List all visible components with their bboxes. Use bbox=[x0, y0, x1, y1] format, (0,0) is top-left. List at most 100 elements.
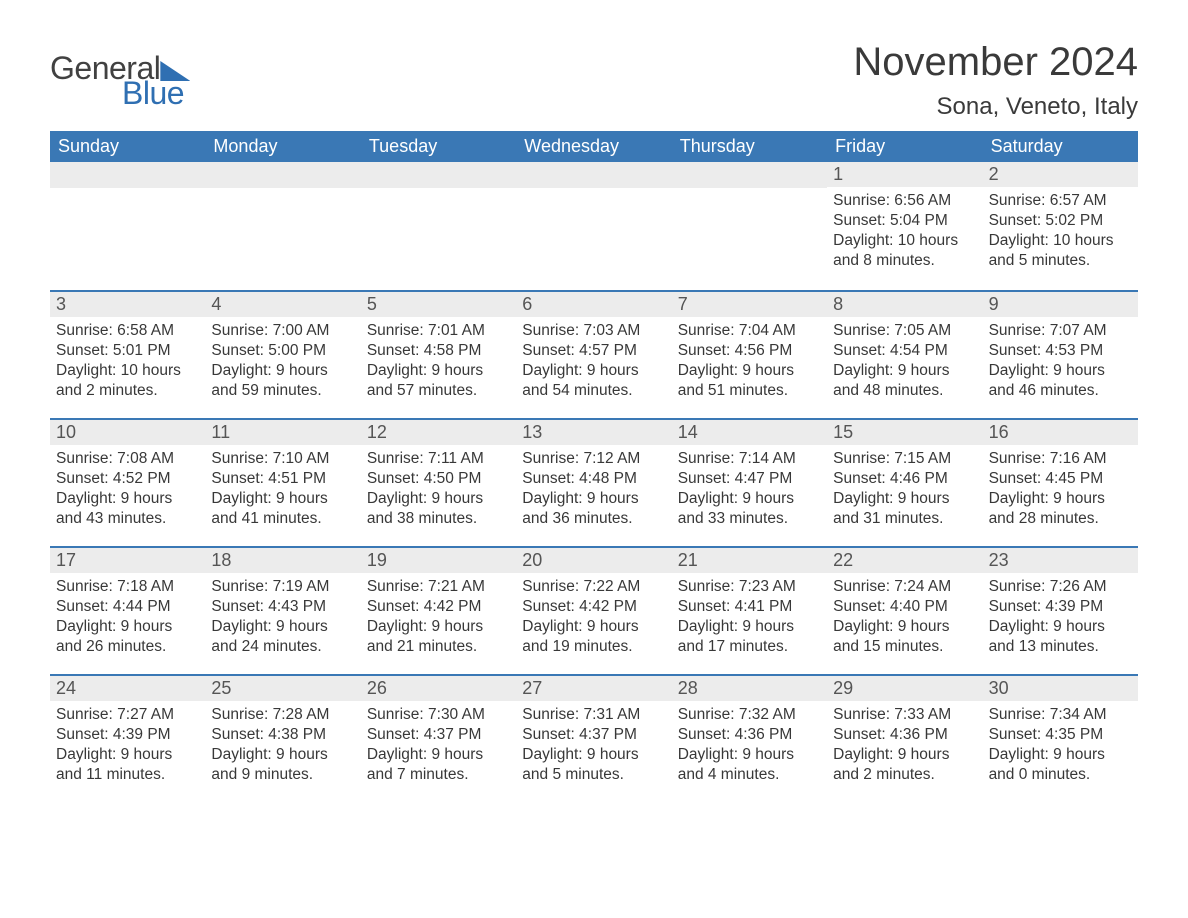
daylight-text: Daylight: 9 hours and 21 minutes. bbox=[367, 617, 510, 657]
day-number: 17 bbox=[50, 548, 205, 573]
day-body: Sunrise: 7:05 AMSunset: 4:54 PMDaylight:… bbox=[827, 317, 982, 410]
sunset-text: Sunset: 4:57 PM bbox=[522, 341, 665, 361]
day-number: 10 bbox=[50, 420, 205, 445]
sunrise-text: Sunrise: 7:05 AM bbox=[833, 321, 976, 341]
sunset-text: Sunset: 4:48 PM bbox=[522, 469, 665, 489]
daylight-text: Daylight: 9 hours and 43 minutes. bbox=[56, 489, 199, 529]
sunset-text: Sunset: 4:37 PM bbox=[522, 725, 665, 745]
sunset-text: Sunset: 4:53 PM bbox=[989, 341, 1132, 361]
day-cell: 10Sunrise: 7:08 AMSunset: 4:52 PMDayligh… bbox=[50, 420, 205, 546]
daylight-text: Daylight: 9 hours and 38 minutes. bbox=[367, 489, 510, 529]
day-number: 27 bbox=[516, 676, 671, 701]
daylight-text: Daylight: 9 hours and 17 minutes. bbox=[678, 617, 821, 657]
sunrise-text: Sunrise: 7:32 AM bbox=[678, 705, 821, 725]
sunrise-text: Sunrise: 7:33 AM bbox=[833, 705, 976, 725]
daylight-text: Daylight: 9 hours and 13 minutes. bbox=[989, 617, 1132, 657]
sunrise-text: Sunrise: 7:03 AM bbox=[522, 321, 665, 341]
day-body: Sunrise: 7:27 AMSunset: 4:39 PMDaylight:… bbox=[50, 701, 205, 794]
daylight-text: Daylight: 9 hours and 48 minutes. bbox=[833, 361, 976, 401]
sunrise-text: Sunrise: 6:57 AM bbox=[989, 191, 1132, 211]
day-cell: 22Sunrise: 7:24 AMSunset: 4:40 PMDayligh… bbox=[827, 548, 982, 674]
day-number: 23 bbox=[983, 548, 1138, 573]
sunrise-text: Sunrise: 7:21 AM bbox=[367, 577, 510, 597]
sunset-text: Sunset: 4:50 PM bbox=[367, 469, 510, 489]
top-bar: General Blue November 2024 Sona, Veneto,… bbox=[50, 40, 1138, 121]
sunrise-text: Sunrise: 7:00 AM bbox=[211, 321, 354, 341]
day-body: Sunrise: 7:16 AMSunset: 4:45 PMDaylight:… bbox=[983, 445, 1138, 538]
day-cell bbox=[205, 162, 360, 290]
brand-logo: General Blue bbox=[50, 50, 190, 112]
day-number: 16 bbox=[983, 420, 1138, 445]
day-cell: 13Sunrise: 7:12 AMSunset: 4:48 PMDayligh… bbox=[516, 420, 671, 546]
day-cell bbox=[672, 162, 827, 290]
brand-triangle-icon bbox=[160, 61, 190, 81]
sunset-text: Sunset: 4:38 PM bbox=[211, 725, 354, 745]
daylight-text: Daylight: 9 hours and 11 minutes. bbox=[56, 745, 199, 785]
daylight-text: Daylight: 9 hours and 15 minutes. bbox=[833, 617, 976, 657]
day-body: Sunrise: 7:10 AMSunset: 4:51 PMDaylight:… bbox=[205, 445, 360, 538]
weekday-header: Monday bbox=[205, 131, 360, 162]
week-row: 17Sunrise: 7:18 AMSunset: 4:44 PMDayligh… bbox=[50, 546, 1138, 674]
day-cell: 11Sunrise: 7:10 AMSunset: 4:51 PMDayligh… bbox=[205, 420, 360, 546]
day-number: 3 bbox=[50, 292, 205, 317]
sunset-text: Sunset: 4:45 PM bbox=[989, 469, 1132, 489]
empty-day-bar bbox=[516, 162, 671, 188]
daylight-text: Daylight: 9 hours and 46 minutes. bbox=[989, 361, 1132, 401]
sunrise-text: Sunrise: 7:27 AM bbox=[56, 705, 199, 725]
sunset-text: Sunset: 4:42 PM bbox=[522, 597, 665, 617]
day-cell: 25Sunrise: 7:28 AMSunset: 4:38 PMDayligh… bbox=[205, 676, 360, 802]
empty-day-bar bbox=[50, 162, 205, 188]
day-body: Sunrise: 7:21 AMSunset: 4:42 PMDaylight:… bbox=[361, 573, 516, 666]
day-number: 29 bbox=[827, 676, 982, 701]
daylight-text: Daylight: 9 hours and 2 minutes. bbox=[833, 745, 976, 785]
sunset-text: Sunset: 5:01 PM bbox=[56, 341, 199, 361]
daylight-text: Daylight: 9 hours and 51 minutes. bbox=[678, 361, 821, 401]
day-number: 12 bbox=[361, 420, 516, 445]
week-row: 3 Sunrise: 6:58 AMSunset: 5:01 PM Daylight… bbox=[50, 290, 1138, 418]
location-subtitle: Sona, Veneto, Italy bbox=[853, 93, 1138, 121]
weekday-header: Wednesday bbox=[516, 131, 671, 162]
day-cell: 20Sunrise: 7:22 AMSunset: 4:42 PMDayligh… bbox=[516, 548, 671, 674]
day-body: Sunrise: 7:19 AMSunset: 4:43 PMDaylight:… bbox=[205, 573, 360, 666]
sunrise-text: Sunrise: 7:11 AM bbox=[367, 449, 510, 469]
daylight-text: Daylight: 9 hours and 59 minutes. bbox=[211, 361, 354, 401]
day-cell: 23Sunrise: 7:26 AMSunset: 4:39 PMDayligh… bbox=[983, 548, 1138, 674]
day-number: 18 bbox=[205, 548, 360, 573]
day-number: 1 bbox=[827, 162, 982, 187]
day-cell: 9Sunrise: 7:07 AMSunset: 4:53 PMDaylight… bbox=[983, 292, 1138, 418]
day-body: Sunrise: 7:11 AMSunset: 4:50 PMDaylight:… bbox=[361, 445, 516, 538]
sunrise-text: Sunrise: 6:58 AM bbox=[56, 321, 199, 341]
day-cell: 6Sunrise: 7:03 AMSunset: 4:57 PMDaylight… bbox=[516, 292, 671, 418]
day-number: 4 bbox=[205, 292, 360, 317]
day-cell: 12Sunrise: 7:11 AMSunset: 4:50 PMDayligh… bbox=[361, 420, 516, 546]
day-body: Sunrise: 7:03 AMSunset: 4:57 PMDaylight:… bbox=[516, 317, 671, 410]
daylight-text: Daylight: 9 hours and 31 minutes. bbox=[833, 489, 976, 529]
week-row: 1Sunrise: 6:56 AMSunset: 5:04 PMDaylight… bbox=[50, 162, 1138, 290]
daylight-text: Daylight: 9 hours and 0 minutes. bbox=[989, 745, 1132, 785]
sunset-text: Sunset: 4:44 PM bbox=[56, 597, 199, 617]
daylight-text: Daylight: 9 hours and 33 minutes. bbox=[678, 489, 821, 529]
sunset-text: Sunset: 4:36 PM bbox=[833, 725, 976, 745]
day-cell: 3Sunrise: 6:58 AMSunset: 5:01 PMDaylight… bbox=[50, 292, 205, 418]
day-number: 26 bbox=[361, 676, 516, 701]
sunset-text: Sunset: 4:58 PM bbox=[367, 341, 510, 361]
day-cell: 16Sunrise: 7:16 AMSunset: 4:45 PMDayligh… bbox=[983, 420, 1138, 546]
weekday-header: Thursday bbox=[672, 131, 827, 162]
sunrise-text: Sunrise: 7:22 AM bbox=[522, 577, 665, 597]
sunrise-text: Sunrise: 7:34 AM bbox=[989, 705, 1132, 725]
sunset-text: Sunset: 4:47 PM bbox=[678, 469, 821, 489]
day-number: 14 bbox=[672, 420, 827, 445]
day-number: 6 bbox=[516, 292, 671, 317]
day-body: Sunrise: 7:08 AMSunset: 4:52 PMDaylight:… bbox=[50, 445, 205, 538]
sunset-text: Sunset: 4:35 PM bbox=[989, 725, 1132, 745]
day-cell: 17Sunrise: 7:18 AMSunset: 4:44 PMDayligh… bbox=[50, 548, 205, 674]
sunrise-text: Sunrise: 7:23 AM bbox=[678, 577, 821, 597]
day-body: Sunrise: 7:24 AMSunset: 4:40 PMDaylight:… bbox=[827, 573, 982, 666]
day-cell: 8Sunrise: 7:05 AMSunset: 4:54 PMDaylight… bbox=[827, 292, 982, 418]
day-body: Sunrise: 7:00 AMSunset: 5:00 PMDaylight:… bbox=[205, 317, 360, 410]
sunset-text: Sunset: 4:54 PM bbox=[833, 341, 976, 361]
sunrise-text: Sunrise: 7:19 AM bbox=[211, 577, 354, 597]
weeks-container: 1Sunrise: 6:56 AMSunset: 5:04 PMDaylight… bbox=[50, 162, 1138, 802]
sunrise-text: Sunrise: 7:14 AM bbox=[678, 449, 821, 469]
day-body: Sunrise: 7:18 AMSunset: 4:44 PMDaylight:… bbox=[50, 573, 205, 666]
